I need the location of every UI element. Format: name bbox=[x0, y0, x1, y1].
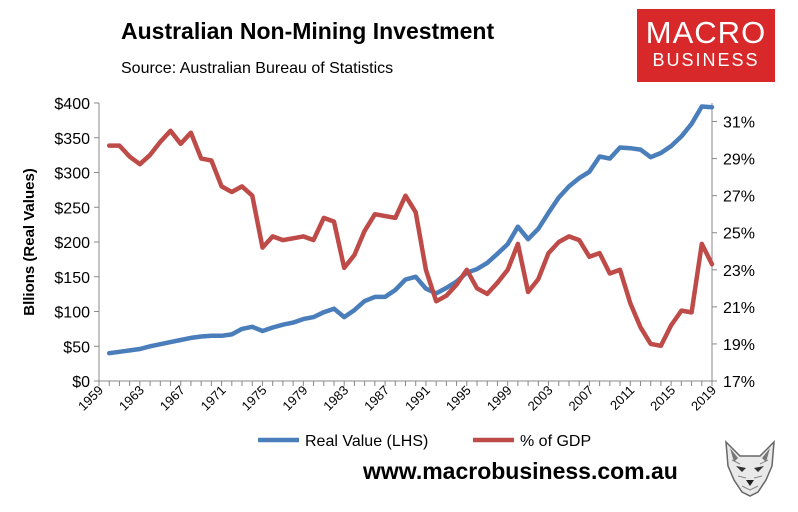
left-y-tick-label: $200 bbox=[54, 235, 90, 252]
website-url: www.macrobusiness.com.au bbox=[363, 458, 678, 484]
y-axis-label: Bllions (Real Values) bbox=[21, 168, 38, 316]
legend-label-real-value: Real Value (LHS) bbox=[305, 433, 428, 450]
left-y-tick-label: $150 bbox=[54, 270, 90, 287]
macrobusiness-logo: MACRO BUSINESS bbox=[637, 9, 775, 82]
x-tick-label: 1987 bbox=[361, 383, 392, 414]
left-y-tick-label: $100 bbox=[54, 305, 90, 322]
left-y-tick-label: $400 bbox=[54, 96, 90, 113]
right-y-tick-label: 21% bbox=[723, 300, 755, 317]
right-y-tick-label: 17% bbox=[723, 374, 755, 391]
chart-title: Australian Non-Mining Investment bbox=[121, 18, 495, 44]
x-tick-label: 2007 bbox=[565, 383, 596, 414]
x-tick-label: 1991 bbox=[402, 383, 433, 414]
right-y-tick-label: 19% bbox=[723, 337, 755, 354]
left-y-tick-label: $50 bbox=[63, 339, 90, 356]
right-y-tick-label: 29% bbox=[723, 152, 755, 169]
left-y-tick-label: $300 bbox=[54, 166, 90, 183]
x-tick-label: 2011 bbox=[607, 383, 637, 413]
right-y-tick-label: 31% bbox=[723, 115, 755, 132]
left-y-tick-label: $250 bbox=[54, 200, 90, 217]
x-tick-label: 1967 bbox=[157, 383, 188, 414]
right-y-tick-label: 25% bbox=[723, 226, 755, 243]
x-tick-label: 1995 bbox=[443, 383, 474, 414]
x-tick-label: 1963 bbox=[116, 383, 147, 414]
x-tick-label: 2019 bbox=[688, 383, 719, 414]
series-layer bbox=[106, 104, 715, 356]
legend-label-pct-gdp: % of GDP bbox=[520, 433, 591, 450]
wolf-mascot-icon bbox=[718, 436, 782, 500]
x-tick-label: 2003 bbox=[525, 383, 556, 414]
series-line-pct-gdp bbox=[106, 128, 715, 349]
series-line-real-value bbox=[106, 104, 715, 356]
left-y-axis-ticks: $0 $50 $100 $150 $200 $250 $300 $350 $400 bbox=[54, 96, 99, 391]
logo-line-2: BUSINESS bbox=[652, 50, 760, 70]
right-y-tick-label: 27% bbox=[723, 189, 755, 206]
chart-source: Source: Australian Bureau of Statistics bbox=[121, 60, 394, 77]
x-tick-label: 1971 bbox=[198, 383, 229, 414]
left-y-tick-label: $0 bbox=[72, 374, 90, 391]
x-axis-ticks: 1959 1963 1967 1971 1975 1979 1983 1987 1991 1995… bbox=[75, 381, 719, 414]
x-tick-label: 1983 bbox=[320, 383, 351, 414]
x-tick-label: 1979 bbox=[279, 383, 310, 414]
x-tick-label: 2015 bbox=[647, 383, 678, 414]
left-y-tick-label: $350 bbox=[54, 131, 90, 148]
right-y-axis-ticks: 17% 19% 21% 23% 25% 27% 29% 31% bbox=[712, 115, 755, 391]
chart-legend: Real Value (LHS) % of GDP bbox=[258, 433, 591, 450]
right-y-tick-label: 23% bbox=[723, 263, 755, 280]
x-tick-label: 1999 bbox=[484, 383, 515, 414]
x-tick-label: 1975 bbox=[239, 383, 270, 414]
logo-line-1: MACRO bbox=[645, 15, 767, 50]
